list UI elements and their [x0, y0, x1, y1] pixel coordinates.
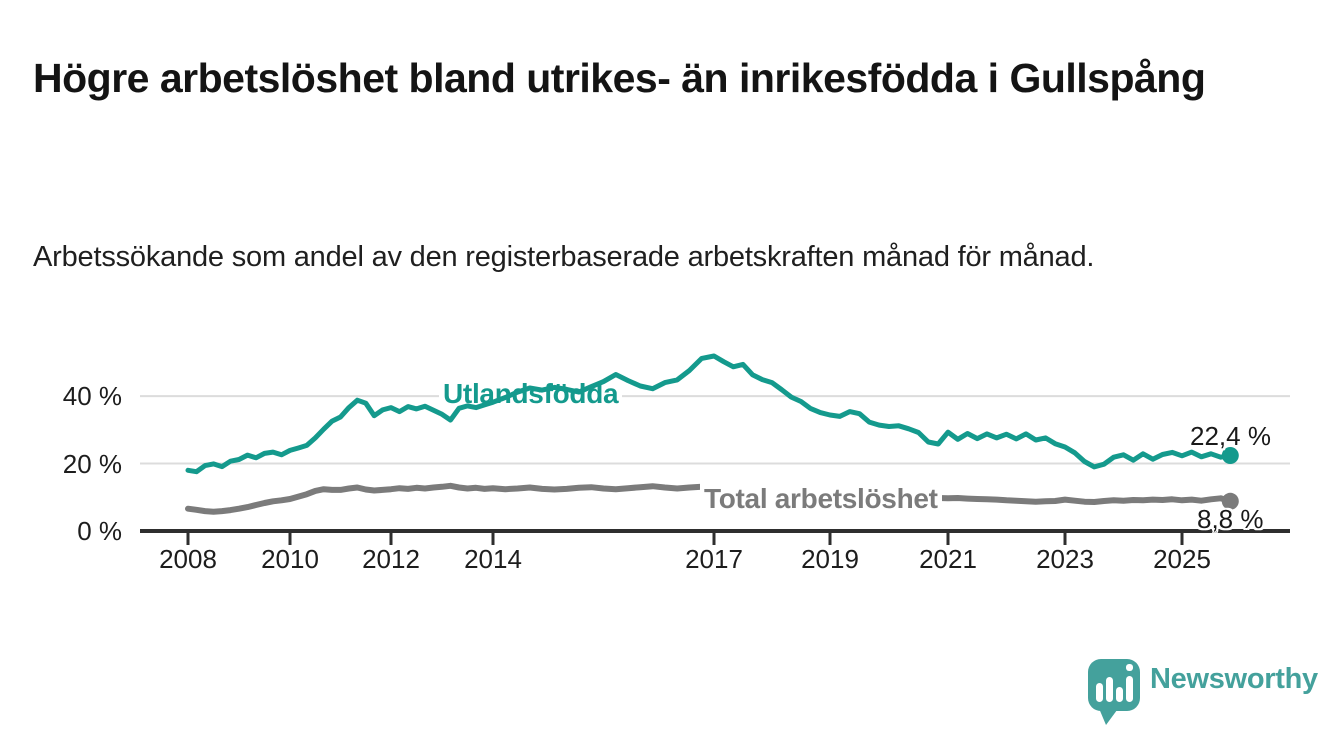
x-axis-tick-label: 2019 [801, 544, 859, 574]
value-label-utlandsfodda: 22,4 % [1190, 421, 1271, 451]
x-axis-tick-label: 2021 [919, 544, 977, 574]
page-subtitle: Arbetssökande som andel av den registerb… [33, 241, 1095, 273]
x-axis-tick-label: 2025 [1153, 544, 1211, 574]
page-title: Högre arbetslöshet bland utrikes- än inr… [33, 55, 1206, 102]
x-axis-tick-label: 2010 [261, 544, 319, 574]
y-axis-tick-label: 20 % [62, 448, 122, 479]
x-axis-tick-label: 2023 [1036, 544, 1094, 574]
newsworthy-logo: Newsworthy [1086, 655, 1340, 727]
series-line-utlandsf-dda [185, 353, 1233, 475]
y-axis-tick-label: 40 % [62, 381, 122, 412]
value-label-total: 8,8 % [1197, 504, 1264, 534]
y-axis-tick-label: 0 % [77, 516, 122, 546]
x-axis-tick-label: 2008 [159, 544, 217, 574]
x-axis-tick-label: 2014 [464, 544, 522, 574]
newsworthy-logo-icon [1088, 659, 1140, 725]
x-axis-tick-label: 2017 [685, 544, 743, 574]
series-label-utlandsfodda: Utlandsfödda [439, 378, 623, 410]
newsworthy-logo-text: Newsworthy [1150, 663, 1318, 695]
series-label-total: Total arbetslöshet [700, 483, 942, 515]
x-axis-tick-label: 2012 [362, 544, 420, 574]
